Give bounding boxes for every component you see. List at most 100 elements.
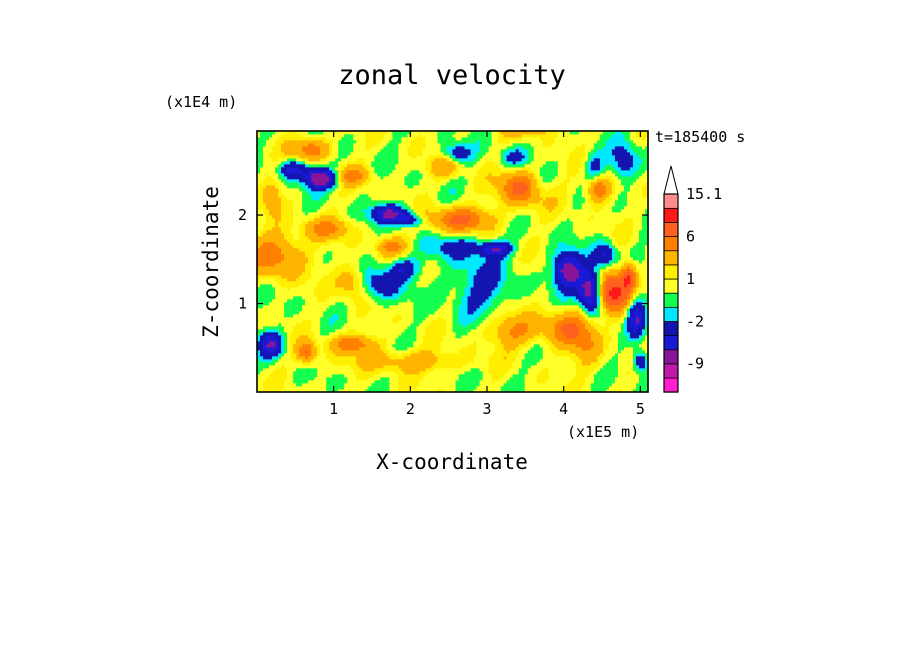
field-cell <box>440 368 444 372</box>
field-cell <box>632 365 637 369</box>
field-cell <box>392 383 396 387</box>
field-cell <box>560 320 565 324</box>
field-cell <box>332 290 336 294</box>
field-cell <box>446 305 450 309</box>
field-cell <box>605 359 610 363</box>
field-cell <box>302 344 306 348</box>
field-cell <box>551 323 556 327</box>
field-cell <box>554 356 559 360</box>
field-cell <box>614 311 619 315</box>
field-cell <box>440 359 444 363</box>
field-cell <box>458 344 462 348</box>
field-cell <box>617 350 622 354</box>
field-cell <box>644 368 648 372</box>
field-cell <box>599 362 604 366</box>
field-cell <box>431 389 435 392</box>
field-cell <box>488 359 492 363</box>
field-cell <box>578 299 583 303</box>
field-cell <box>551 383 556 387</box>
field-cell <box>428 326 432 330</box>
field-cell <box>506 362 510 366</box>
field-cell <box>272 287 276 291</box>
field-cell <box>431 302 435 306</box>
field-cell <box>320 299 324 303</box>
field-cell <box>281 368 285 372</box>
field-cell <box>530 314 535 318</box>
field-cell <box>383 305 387 309</box>
field-cell <box>614 281 619 285</box>
field-cell <box>263 290 267 294</box>
field-cell <box>311 380 315 384</box>
field-cell <box>386 314 390 318</box>
field-cell <box>632 281 637 285</box>
field-cell <box>260 278 264 282</box>
field-cell <box>602 323 607 327</box>
field-cell <box>332 368 336 372</box>
field-cell <box>323 296 327 300</box>
field-cell <box>428 311 432 315</box>
field-cell <box>554 374 559 378</box>
field-cell <box>560 362 565 366</box>
field-cell <box>485 311 489 315</box>
field-cell <box>635 344 640 348</box>
field-cell <box>431 347 435 351</box>
field-cell <box>539 299 544 303</box>
field-cell <box>260 359 264 363</box>
field-cell <box>332 275 336 279</box>
field-cell <box>455 284 459 288</box>
field-cell <box>332 335 336 339</box>
field-cell <box>566 284 571 288</box>
field-cell <box>521 290 526 294</box>
field-cell <box>452 296 456 300</box>
field-cell <box>347 359 351 363</box>
field-cell <box>497 374 501 378</box>
field-cell <box>476 314 480 318</box>
field-cell <box>587 323 592 327</box>
field-cell <box>611 386 616 390</box>
field-cell <box>410 371 414 375</box>
field-cell <box>374 386 378 390</box>
field-cell <box>359 347 363 351</box>
field-cell <box>335 386 339 390</box>
field-cell <box>404 338 408 342</box>
field-cell <box>503 290 507 294</box>
field-cell <box>575 305 580 309</box>
field-cell <box>602 371 607 375</box>
field-cell <box>305 344 309 348</box>
field-cell <box>551 317 556 321</box>
field-cell <box>473 293 477 297</box>
field-cell <box>608 290 613 294</box>
field-cell <box>401 326 405 330</box>
field-cell <box>389 338 393 342</box>
field-cell <box>431 359 435 363</box>
field-cell <box>632 308 637 312</box>
field-cell <box>287 341 291 345</box>
field-cell <box>623 299 628 303</box>
field-cell <box>323 374 327 378</box>
field-cell <box>644 338 648 342</box>
field-cell <box>296 287 300 291</box>
field-cell <box>302 281 306 285</box>
field-cell <box>377 332 381 336</box>
field-cell <box>353 362 357 366</box>
field-cell <box>497 287 501 291</box>
field-cell <box>455 341 459 345</box>
field-cell <box>482 377 486 381</box>
field-cell <box>431 380 435 384</box>
field-cell <box>404 377 408 381</box>
field-cell <box>440 302 444 306</box>
field-cell <box>467 308 471 312</box>
field-cell <box>296 317 300 321</box>
field-cell <box>494 389 498 392</box>
field-cell <box>320 311 324 315</box>
field-cell <box>518 365 523 369</box>
field-cell <box>365 353 369 357</box>
field-cell <box>266 287 270 291</box>
field-cell <box>494 377 498 381</box>
field-cell <box>329 290 333 294</box>
field-cell <box>626 350 631 354</box>
field-cell <box>497 332 501 336</box>
field-cell <box>497 341 501 345</box>
field-cell <box>353 299 357 303</box>
field-cell <box>386 383 390 387</box>
